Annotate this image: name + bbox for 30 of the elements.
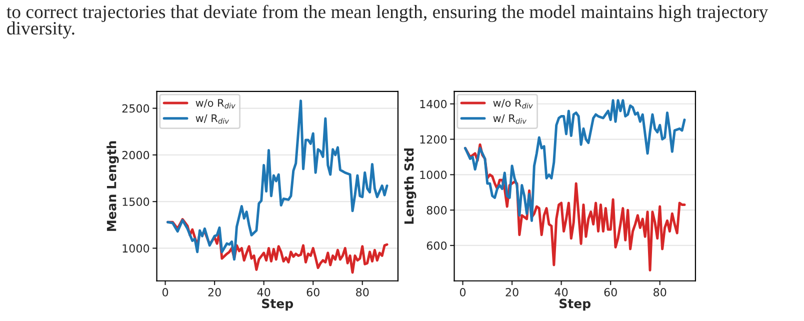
x-tick-label: 20: [506, 288, 518, 296]
line-series: [166, 100, 388, 261]
y-tick-label: 2000: [122, 150, 150, 160]
x-tick-label: 20: [208, 288, 221, 296]
y-tick-label: 1500: [122, 198, 150, 206]
y-tick-label: 1000: [122, 244, 150, 253]
text: to correct trajectories that deviate from the mean length, ensuring the model maintains high trajectory diversity.: [6, 4, 768, 38]
x-tick-label: 40: [257, 288, 270, 296]
x-tick-label: 60: [604, 288, 617, 296]
y-tick-label: 600: [426, 241, 447, 250]
x-tick-label: 80: [654, 288, 666, 296]
y-axis-title: Length Std: [404, 148, 416, 224]
y-tick-label: 1000: [420, 170, 447, 180]
x-tick-label: 60: [306, 288, 320, 296]
legend-label: w/ R$_{div}$: [493, 114, 527, 124]
x-tick-label: 80: [356, 288, 369, 296]
x-tick-label: 0: [460, 288, 466, 296]
legend-label: w/ R$_{div}$: [196, 114, 230, 124]
line-series: [464, 99, 686, 222]
x-axis-title: Step: [560, 298, 590, 311]
legend-label: w/o R$_{div}$: [196, 99, 236, 108]
x-axis-title: Step: [262, 298, 294, 311]
legend-label: w/o R$_{div}$: [493, 99, 533, 108]
y-tick-label: 2500: [122, 104, 150, 113]
x-tick-label: 0: [162, 288, 168, 296]
y-tick-label: 800: [426, 206, 447, 214]
y-axis-title: Mean Length: [106, 141, 119, 231]
y-tick-label: 1400: [420, 100, 447, 108]
x-tick-label: 40: [554, 288, 568, 296]
y-tick-label: 1200: [420, 135, 447, 144]
